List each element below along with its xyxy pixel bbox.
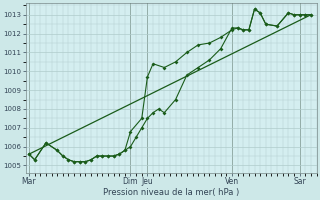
X-axis label: Pression niveau de la mer( hPa ): Pression niveau de la mer( hPa )	[103, 188, 239, 197]
